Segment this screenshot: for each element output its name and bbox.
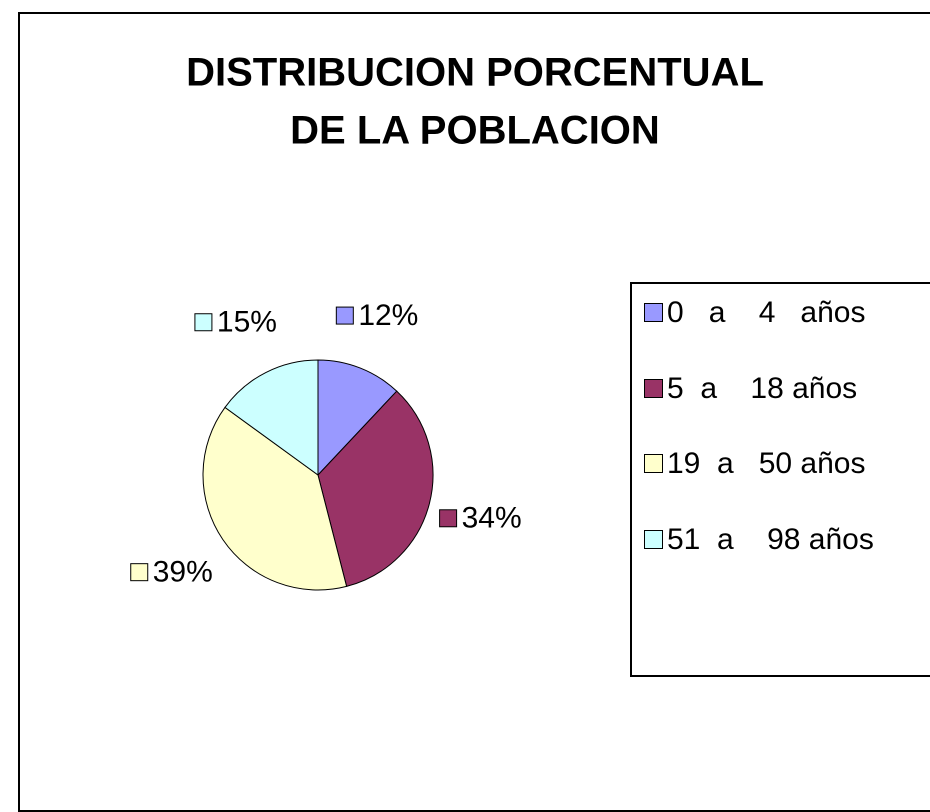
legend-entry: 51 a 98 años: [644, 521, 930, 559]
data-label: 12%: [358, 299, 418, 332]
legend-entry: 19 a 50 años: [644, 445, 930, 483]
legend-label: 5 a 18 años: [667, 371, 858, 405]
legend-swatch: [644, 454, 663, 473]
chart-title: DE LA POBLACION: [290, 109, 660, 153]
legend-label: 19 a 50 años: [667, 447, 866, 480]
label-swatch: [130, 563, 149, 582]
pie-slice: [224, 359, 319, 476]
data-label: 34%: [462, 502, 522, 535]
legend-swatch: [644, 378, 663, 398]
pie-slice: [202, 406, 348, 591]
chart: DISTRIBUCION PORCENTUAL DE LA POBLACION …: [130, 51, 764, 591]
label-swatch: [335, 306, 354, 325]
legend-swatch: [644, 529, 663, 549]
legend-label: 51 a 98 años: [667, 522, 874, 556]
page: {"chart_data": {"type": "pie", "title": …: [18, 12, 930, 812]
legend-entry: 0 a 4 años: [644, 294, 930, 332]
label-swatch: [194, 313, 213, 332]
legend-entry: 5 a 18 años: [644, 370, 930, 408]
legend: 0 a 4 años 5 a 18 años 19 a 50 años 51 a 98…: [630, 282, 930, 677]
legend-label: 0 a 4 años: [667, 296, 866, 329]
data-label: 39%: [153, 556, 213, 589]
chart-title: DISTRIBUCION PORCENTUAL: [186, 51, 764, 95]
pie-slice: [317, 390, 434, 587]
legend-swatch: [644, 303, 663, 322]
data-label: 15%: [217, 306, 277, 339]
label-swatch: [439, 509, 458, 528]
pie-slice: [317, 359, 398, 477]
